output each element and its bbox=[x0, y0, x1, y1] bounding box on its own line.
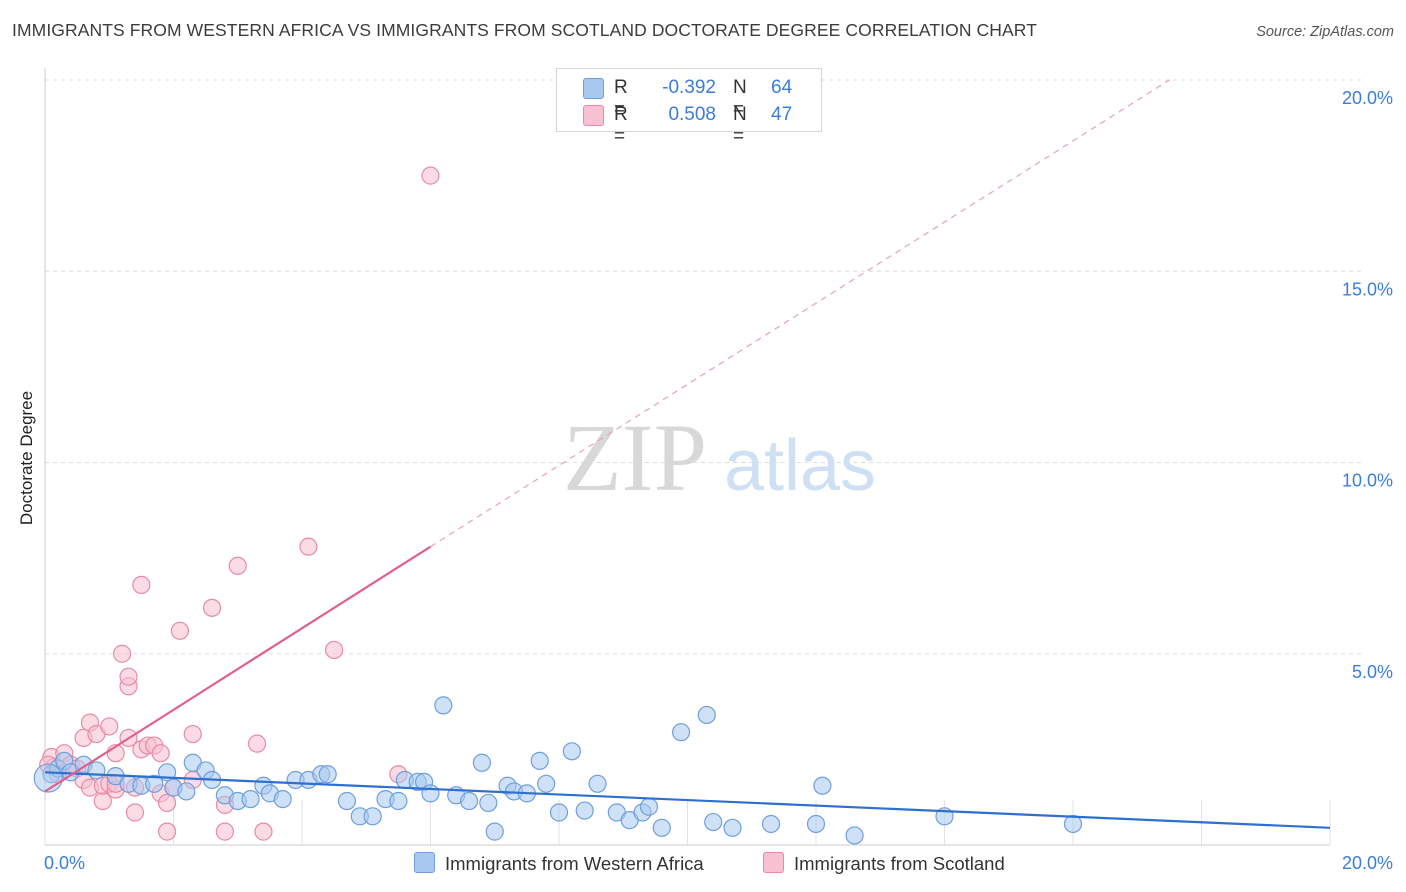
point-western-africa bbox=[389, 791, 408, 811]
n-value-western-africa: 64 bbox=[771, 77, 793, 98]
chart-title: IMMIGRANTS FROM WESTERN AFRICA VS IMMIGR… bbox=[12, 20, 1038, 40]
bottom-legend-western-africa: Immigrants from Western Africa bbox=[414, 852, 704, 875]
point-scotland bbox=[157, 822, 177, 841]
point-scotland bbox=[112, 644, 132, 663]
point-scotland bbox=[157, 793, 177, 813]
point-western-africa bbox=[639, 797, 659, 816]
point-western-africa bbox=[318, 765, 337, 784]
trend-lines bbox=[44, 79, 1331, 829]
point-western-africa bbox=[723, 818, 742, 837]
point-scotland bbox=[215, 822, 234, 841]
point-scotland bbox=[325, 640, 344, 660]
point-western-africa bbox=[530, 751, 549, 770]
point-western-africa bbox=[562, 742, 581, 761]
r-label: R = bbox=[614, 104, 628, 147]
tick-labels: 5.0% 10.0% 15.0% 20.0% 0.0% 20.0% bbox=[44, 88, 1393, 873]
n-label: N = bbox=[733, 104, 747, 147]
r-value-western-africa: -0.392 bbox=[662, 77, 716, 98]
trend-extension-scotland bbox=[430, 79, 1170, 548]
point-scotland bbox=[151, 744, 170, 763]
points-scotland bbox=[39, 166, 440, 841]
point-western-africa bbox=[704, 812, 723, 832]
y-tick-label: 5.0% bbox=[1352, 662, 1393, 682]
watermark-zip: ZIP bbox=[563, 404, 707, 511]
point-scotland bbox=[299, 537, 318, 556]
y-tick-label: 10.0% bbox=[1342, 471, 1393, 491]
point-western-africa bbox=[145, 774, 164, 793]
point-western-africa bbox=[485, 822, 504, 841]
source-credit: Source: ZipAtlas.com bbox=[1256, 24, 1394, 40]
gridlines bbox=[45, 79, 1365, 655]
point-western-africa-cluster bbox=[33, 763, 63, 793]
point-western-africa bbox=[363, 807, 382, 826]
point-scotland bbox=[247, 734, 267, 753]
points-western-africa bbox=[33, 696, 1083, 845]
y-tick-label: 20.0% bbox=[1342, 88, 1393, 108]
trend-line-scotland bbox=[44, 545, 432, 793]
bottom-legend-scotland: Immigrants from Scotland bbox=[763, 852, 1005, 875]
correlation-legend: R = -0.392 N = 64 R = 0.508 N = 47 bbox=[556, 68, 822, 147]
legend-swatch-scotland bbox=[583, 105, 604, 126]
bottom-legend-swatch-scotland bbox=[763, 852, 784, 873]
point-scotland bbox=[132, 575, 151, 595]
legend-swatch-western-africa bbox=[583, 78, 604, 99]
point-western-africa bbox=[575, 801, 594, 820]
trend-line-western-africa bbox=[44, 771, 1331, 829]
point-scotland bbox=[228, 556, 247, 575]
point-scotland bbox=[421, 166, 440, 185]
point-western-africa bbox=[671, 723, 691, 742]
point-western-africa bbox=[652, 818, 671, 837]
y-tick-label: 15.0% bbox=[1342, 279, 1393, 299]
point-scotland bbox=[170, 621, 190, 640]
point-western-africa bbox=[241, 789, 260, 809]
point-scotland bbox=[119, 667, 138, 686]
point-western-africa bbox=[337, 791, 357, 811]
point-western-africa bbox=[434, 696, 453, 715]
point-western-africa bbox=[421, 784, 440, 803]
bottom-legend-swatch-western-africa bbox=[414, 852, 435, 873]
bottom-legend-label-scotland: Immigrants from Scotland bbox=[794, 853, 1005, 874]
r-value-scotland: 0.508 bbox=[668, 104, 716, 125]
point-western-africa bbox=[761, 814, 781, 834]
point-western-africa bbox=[813, 776, 832, 795]
point-western-africa bbox=[549, 803, 569, 822]
n-value-scotland: 47 bbox=[771, 104, 793, 125]
point-scotland bbox=[183, 724, 202, 744]
point-western-africa bbox=[588, 774, 607, 793]
point-western-africa bbox=[806, 814, 826, 834]
point-western-africa bbox=[697, 705, 716, 725]
point-western-africa bbox=[177, 782, 196, 801]
point-western-africa bbox=[273, 789, 292, 809]
point-western-africa bbox=[479, 793, 498, 813]
point-western-africa bbox=[87, 761, 106, 780]
r-label: R = bbox=[614, 77, 628, 120]
point-western-africa bbox=[845, 826, 864, 845]
bottom-legend-label-western-africa: Immigrants from Western Africa bbox=[445, 853, 704, 874]
point-western-africa bbox=[537, 774, 556, 793]
point-scotland bbox=[125, 803, 145, 822]
point-western-africa bbox=[459, 791, 479, 811]
point-scotland bbox=[254, 822, 273, 841]
x-tick-label: 20.0% bbox=[1342, 853, 1393, 873]
point-western-africa bbox=[472, 753, 491, 772]
point-scotland bbox=[202, 598, 222, 617]
x-tick-label: 0.0% bbox=[44, 853, 85, 873]
point-western-africa bbox=[1063, 814, 1083, 834]
watermark-atlas: atlas bbox=[724, 426, 876, 506]
point-scotland bbox=[100, 717, 119, 736]
n-label: N = bbox=[733, 77, 747, 120]
